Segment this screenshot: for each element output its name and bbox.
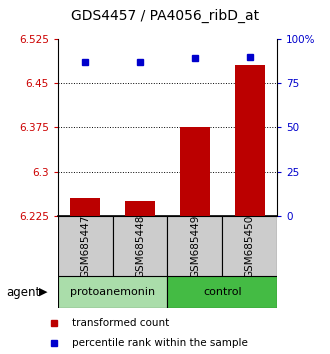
Text: agent: agent: [7, 286, 41, 298]
Bar: [168, 216, 222, 276]
Bar: [113, 216, 168, 276]
Bar: [168, 276, 277, 308]
Text: protoanemonin: protoanemonin: [70, 287, 155, 297]
Text: percentile rank within the sample: percentile rank within the sample: [72, 338, 248, 348]
Text: GSM685447: GSM685447: [80, 214, 90, 278]
Text: transformed count: transformed count: [72, 318, 169, 329]
Text: control: control: [203, 287, 242, 297]
Bar: [58, 216, 113, 276]
Bar: [125, 201, 155, 216]
Text: ▶: ▶: [39, 287, 47, 297]
Bar: [70, 198, 100, 216]
Bar: [58, 276, 168, 308]
Bar: [222, 216, 277, 276]
Text: GSM685449: GSM685449: [190, 214, 200, 278]
Text: GDS4457 / PA4056_ribD_at: GDS4457 / PA4056_ribD_at: [71, 9, 259, 23]
Bar: [180, 127, 210, 216]
Bar: [235, 65, 265, 216]
Text: GSM685448: GSM685448: [135, 214, 145, 278]
Text: GSM685450: GSM685450: [245, 215, 255, 278]
